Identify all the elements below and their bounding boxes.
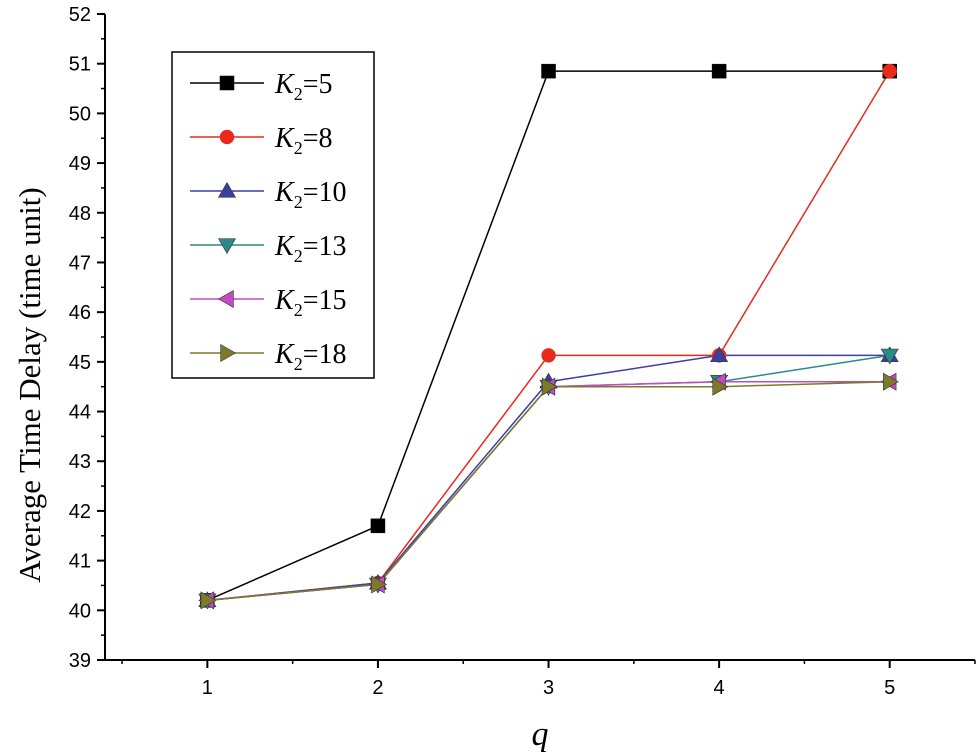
legend-variable: K xyxy=(274,177,295,208)
x-tick-label: 3 xyxy=(543,677,554,699)
legend-subscript: 2 xyxy=(294,192,303,212)
data-point xyxy=(883,372,899,391)
legend-variable: K xyxy=(274,339,295,370)
y-tick-label: 47 xyxy=(69,252,91,274)
data-point xyxy=(541,63,556,79)
legend-variable: K xyxy=(274,69,295,100)
data-point xyxy=(541,377,558,396)
legend-marker xyxy=(219,75,235,91)
legend-value: =5 xyxy=(303,69,333,100)
legend-value: =10 xyxy=(303,177,347,208)
legend-label: K2=8 xyxy=(274,123,332,158)
series-6 xyxy=(207,380,890,602)
series-layer xyxy=(198,63,899,610)
y-tick-label: 42 xyxy=(69,501,91,523)
y-tick-label: 45 xyxy=(69,352,91,374)
legend-marker xyxy=(220,343,237,363)
y-tick-label: 43 xyxy=(69,451,91,473)
y-tick-label: 50 xyxy=(69,103,91,125)
data-point xyxy=(710,346,729,363)
data-point xyxy=(880,348,899,365)
y-tick-label: 40 xyxy=(69,600,91,622)
legend-subscript: 2 xyxy=(294,300,303,320)
y-tick-label: 44 xyxy=(69,402,91,424)
legend-item: K2=18 xyxy=(190,339,346,374)
legend-variable: K xyxy=(274,231,295,262)
data-point xyxy=(712,377,729,396)
legend-label: K2=15 xyxy=(274,285,346,320)
data-point xyxy=(200,591,217,610)
x-tick-label: 4 xyxy=(714,677,725,699)
legend-value: =13 xyxy=(303,231,347,262)
y-tick-label: 39 xyxy=(69,650,91,672)
legend-item: K2=5 xyxy=(190,69,332,104)
legend-value: =15 xyxy=(303,285,347,316)
legend-subscript: 2 xyxy=(294,354,303,374)
legend-label: K2=18 xyxy=(274,339,346,374)
series-line xyxy=(207,380,890,602)
legend-box xyxy=(171,51,375,379)
legend-subscript: 2 xyxy=(294,138,303,158)
y-tick-label: 51 xyxy=(69,54,91,76)
data-point xyxy=(541,348,556,363)
x-tick-label: 5 xyxy=(884,677,895,699)
y-axis-title: Average Time Delay (time unit) xyxy=(12,187,47,582)
legend-variable: K xyxy=(274,123,295,154)
data-point xyxy=(882,63,897,79)
x-tick-label: 1 xyxy=(202,677,213,699)
legend-marker xyxy=(217,181,237,198)
legend-label: K2=5 xyxy=(274,69,332,104)
y-tick-label: 41 xyxy=(69,551,91,573)
y-tick-label: 52 xyxy=(69,4,91,26)
legend-item: K2=15 xyxy=(190,285,346,320)
y-tick-label: 46 xyxy=(69,302,91,324)
legend-marker xyxy=(217,238,237,255)
legend-item: K2=10 xyxy=(190,177,346,212)
series-markers-5 xyxy=(198,372,897,610)
legend-label: K2=10 xyxy=(274,177,346,212)
legend-label: K2=13 xyxy=(274,231,346,266)
legend-marker xyxy=(217,289,234,309)
legend-item: K2=13 xyxy=(190,231,346,266)
legend-marker xyxy=(219,129,235,145)
legend-variable: K xyxy=(274,285,295,316)
legend-value: =18 xyxy=(303,339,347,370)
data-point xyxy=(711,63,727,79)
legend-item: K2=8 xyxy=(190,123,332,158)
y-tick-label: 48 xyxy=(69,203,91,225)
y-tick-label: 49 xyxy=(69,153,91,175)
legend-subscript: 2 xyxy=(294,246,303,266)
series-line xyxy=(207,380,890,602)
legend-subscript: 2 xyxy=(294,84,303,104)
series-5 xyxy=(207,380,890,602)
data-point xyxy=(371,575,388,594)
series-markers-6 xyxy=(200,372,899,610)
x-tick-label: 2 xyxy=(372,677,383,699)
legend-value: =8 xyxy=(303,123,333,154)
data-point xyxy=(370,518,386,534)
x-axis-title: q xyxy=(532,716,549,753)
